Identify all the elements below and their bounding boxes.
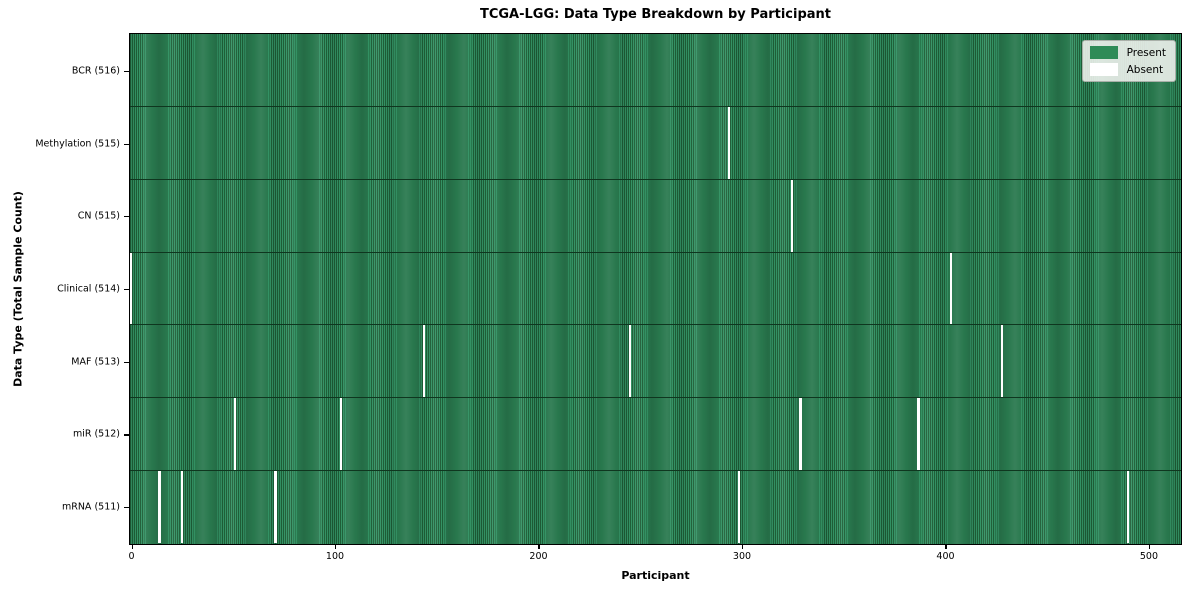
legend-label: Present bbox=[1126, 46, 1166, 59]
y-tick-mark bbox=[124, 216, 129, 218]
y-tick-label: Clinical (514) bbox=[57, 283, 120, 295]
y-tick-mark bbox=[124, 434, 129, 436]
y-tick-label: CN (515) bbox=[77, 210, 120, 222]
absent-mark bbox=[791, 179, 794, 253]
y-tick-mark bbox=[124, 507, 129, 509]
absent-mark bbox=[950, 252, 953, 325]
row-separator bbox=[130, 106, 1181, 108]
y-tick-mark bbox=[124, 143, 129, 145]
absent-mark bbox=[130, 252, 133, 325]
x-tick-label: 100 bbox=[325, 551, 345, 562]
y-axis-tick-labels: BCR (516) Methylation (515) CN (515) Clinic… bbox=[0, 33, 120, 545]
x-tick-label: 200 bbox=[529, 551, 548, 562]
legend-label: Absent bbox=[1126, 63, 1164, 76]
plot-area: Present Absent bbox=[129, 33, 1182, 545]
row-separator bbox=[130, 469, 1181, 471]
heatmap-row bbox=[130, 397, 1181, 471]
y-tick-label: MAF (513) bbox=[71, 356, 120, 368]
x-tick-label: 400 bbox=[936, 551, 955, 562]
x-tick-label: 0 bbox=[128, 551, 135, 562]
absent-mark bbox=[917, 397, 920, 471]
heatmap-row bbox=[130, 179, 1181, 253]
legend-entry-present: Present bbox=[1089, 46, 1166, 59]
absent-mark bbox=[339, 397, 342, 471]
y-tick-label: mRNA (511) bbox=[61, 501, 120, 513]
x-tick-mark bbox=[131, 545, 133, 549]
y-tick-mark bbox=[124, 70, 129, 73]
absent-mark bbox=[1127, 470, 1130, 543]
y-tick-mark bbox=[124, 289, 129, 291]
y-tick-label: miR (512) bbox=[72, 428, 120, 440]
present-swatch bbox=[1089, 46, 1118, 59]
absent-mark bbox=[728, 106, 731, 180]
x-tick-mark bbox=[741, 545, 744, 549]
absent-mark bbox=[158, 470, 161, 543]
heatmap-row bbox=[130, 106, 1181, 180]
legend-entry-absent: Absent bbox=[1089, 63, 1166, 76]
heatmap-row bbox=[130, 324, 1181, 398]
absent-mark bbox=[422, 324, 426, 398]
absent-mark bbox=[1000, 324, 1003, 398]
absent-mark bbox=[233, 397, 236, 471]
legend: Present Absent bbox=[1081, 40, 1176, 82]
heatmap-row bbox=[130, 34, 1181, 107]
x-tick-label: 500 bbox=[1139, 551, 1159, 562]
x-tick-mark bbox=[945, 545, 947, 549]
row-separator bbox=[130, 324, 1181, 326]
chart-title: TCGA-LGG: Data Type Breakdown by Partici… bbox=[479, 7, 832, 22]
heatmap-row bbox=[130, 252, 1181, 325]
x-tick-mark bbox=[538, 545, 540, 549]
absent-mark bbox=[738, 470, 741, 543]
x-tick-mark bbox=[335, 545, 337, 549]
absent-mark bbox=[180, 470, 183, 543]
heatmap-row bbox=[130, 470, 1181, 543]
row-separator bbox=[130, 178, 1181, 180]
y-tick-mark bbox=[124, 361, 129, 363]
absent-mark bbox=[628, 324, 631, 398]
absent-swatch bbox=[1089, 63, 1118, 76]
y-tick-label: BCR (516) bbox=[71, 65, 120, 77]
x-axis-label: Participant bbox=[621, 569, 690, 582]
row-separator bbox=[130, 251, 1181, 253]
y-tick-label: Methylation (515) bbox=[35, 138, 120, 150]
absent-mark bbox=[274, 470, 277, 543]
row-separator bbox=[130, 397, 1181, 399]
absent-mark bbox=[799, 397, 802, 471]
x-tick-mark bbox=[1148, 545, 1151, 549]
x-tick-label: 300 bbox=[732, 551, 752, 562]
